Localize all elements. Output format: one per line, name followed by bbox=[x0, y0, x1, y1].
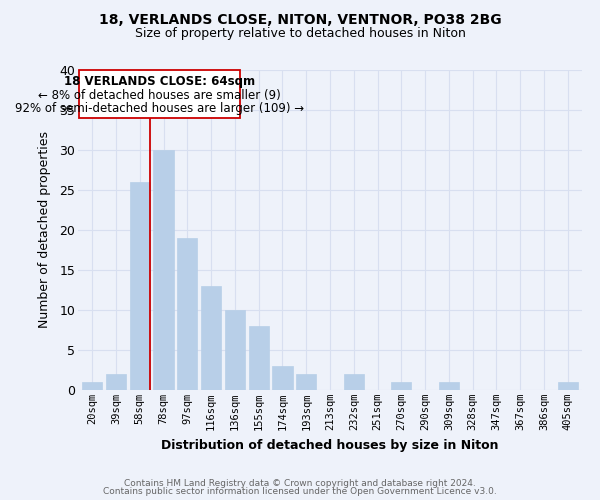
Bar bbox=[225, 310, 245, 390]
X-axis label: Distribution of detached houses by size in Niton: Distribution of detached houses by size … bbox=[161, 438, 499, 452]
Bar bbox=[439, 382, 459, 390]
Bar bbox=[272, 366, 293, 390]
Bar bbox=[154, 150, 173, 390]
Text: Contains HM Land Registry data © Crown copyright and database right 2024.: Contains HM Land Registry data © Crown c… bbox=[124, 478, 476, 488]
Bar bbox=[130, 182, 150, 390]
Bar bbox=[106, 374, 126, 390]
Bar bbox=[344, 374, 364, 390]
Text: ← 8% of detached houses are smaller (9): ← 8% of detached houses are smaller (9) bbox=[38, 89, 281, 102]
Text: 18, VERLANDS CLOSE, NITON, VENTNOR, PO38 2BG: 18, VERLANDS CLOSE, NITON, VENTNOR, PO38… bbox=[98, 12, 502, 26]
Bar bbox=[296, 374, 316, 390]
Bar bbox=[177, 238, 197, 390]
Bar bbox=[557, 382, 578, 390]
Text: Contains public sector information licensed under the Open Government Licence v3: Contains public sector information licen… bbox=[103, 487, 497, 496]
FancyBboxPatch shape bbox=[79, 70, 239, 118]
Bar bbox=[201, 286, 221, 390]
Y-axis label: Number of detached properties: Number of detached properties bbox=[38, 132, 51, 328]
Bar bbox=[248, 326, 269, 390]
Text: 18 VERLANDS CLOSE: 64sqm: 18 VERLANDS CLOSE: 64sqm bbox=[64, 76, 255, 88]
Bar bbox=[391, 382, 412, 390]
Text: 92% of semi-detached houses are larger (109) →: 92% of semi-detached houses are larger (… bbox=[15, 102, 304, 115]
Text: Size of property relative to detached houses in Niton: Size of property relative to detached ho… bbox=[134, 28, 466, 40]
Bar bbox=[82, 382, 103, 390]
